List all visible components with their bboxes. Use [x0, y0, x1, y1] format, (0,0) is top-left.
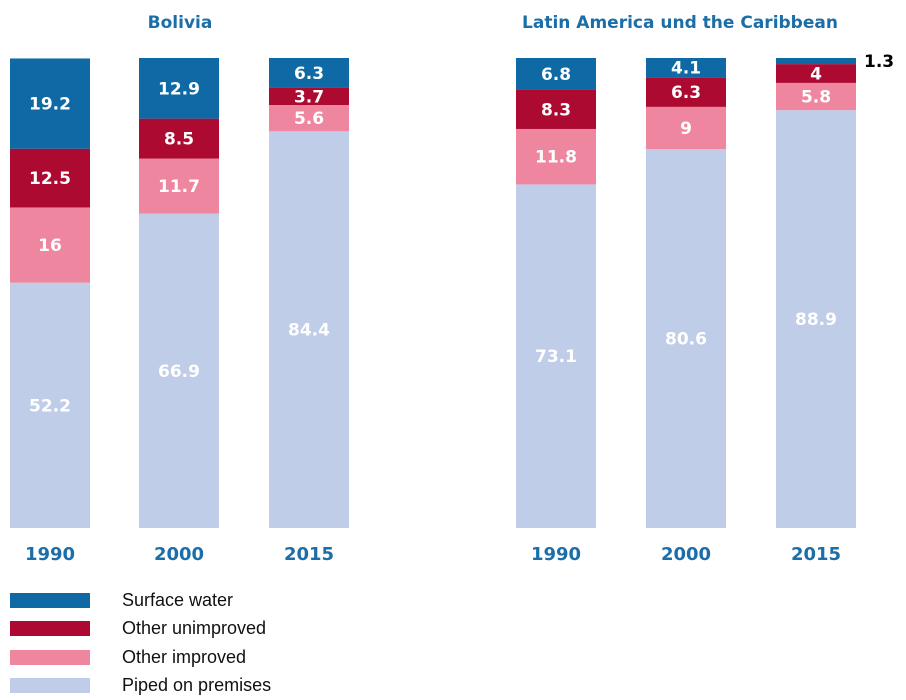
legend-label-surface-water: Surface water — [122, 590, 233, 611]
data-label-latin-america-und-the-caribbean-2000-unimproved: 6.3 — [671, 83, 701, 103]
legend-swatch-other-unimproved — [10, 621, 90, 636]
legend-item-surface-water: Surface water — [10, 586, 271, 615]
bar-segment-latin-america-und-the-caribbean-2015-surface — [776, 58, 856, 64]
legend-label-other-unimproved: Other unimproved — [122, 618, 266, 639]
data-label-latin-america-und-the-caribbean-2015-improved: 5.8 — [801, 88, 831, 108]
category-label-bolivia-2015: 2015 — [284, 544, 334, 565]
data-label-bolivia-2015-improved: 5.6 — [294, 109, 324, 129]
data-label-bolivia-2000-improved: 11.7 — [158, 177, 200, 197]
data-label-bolivia-2015-unimproved: 3.7 — [294, 87, 324, 107]
data-label-bolivia-2000-surface: 12.9 — [158, 79, 200, 99]
data-label-bolivia-2015-piped: 84.4 — [288, 321, 330, 341]
chart-title-latin-america: Latin America und the Caribbean — [522, 13, 838, 33]
data-label-latin-america-und-the-caribbean-1990-piped: 73.1 — [535, 347, 577, 367]
data-label-bolivia-1990-improved: 16 — [38, 236, 62, 256]
legend-swatch-other-improved — [10, 650, 90, 665]
data-label-latin-america-und-the-caribbean-1990-unimproved: 8.3 — [541, 100, 571, 120]
data-label-latin-america-und-the-caribbean-2000-piped: 80.6 — [665, 330, 707, 350]
data-label-latin-america-und-the-caribbean-2015-piped: 88.9 — [795, 310, 837, 330]
data-label-bolivia-1990-unimproved: 12.5 — [29, 169, 71, 189]
data-label-latin-america-und-the-caribbean-2000-surface: 4.1 — [671, 59, 701, 79]
data-label-latin-america-und-the-caribbean-1990-improved: 11.8 — [535, 148, 577, 168]
legend-swatch-piped-on-premises — [10, 678, 90, 693]
category-label-latin-america-und-the-caribbean-2000: 2000 — [661, 544, 711, 565]
category-label-bolivia-2000: 2000 — [154, 544, 204, 565]
data-label-bolivia-2000-piped: 66.9 — [158, 362, 200, 382]
legend-swatch-surface-water — [10, 593, 90, 608]
data-label-bolivia-2000-unimproved: 8.5 — [164, 130, 194, 150]
chart-title-bolivia: Bolivia — [148, 13, 213, 33]
data-label-latin-america-und-the-caribbean-1990-surface: 6.8 — [541, 65, 571, 85]
legend: Surface water Other unimproved Other imp… — [10, 586, 271, 700]
category-label-latin-america-und-the-caribbean-2015: 2015 — [791, 544, 841, 565]
legend-item-other-unimproved: Other unimproved — [10, 615, 271, 644]
category-label-latin-america-und-the-caribbean-1990: 1990 — [531, 544, 581, 565]
data-label-bolivia-2015-surface: 6.3 — [294, 64, 324, 84]
data-label-latin-america-und-the-caribbean-2015-surface: 1.3 — [864, 52, 894, 72]
legend-label-piped-on-premises: Piped on premises — [122, 675, 271, 696]
bar-groups: 52.2 16 12.5 19.2 1990 66.9 11.7 8.5 12.9 2000 84.… — [10, 52, 894, 565]
data-label-latin-america-und-the-caribbean-2015-unimproved: 4 — [810, 65, 822, 85]
data-label-bolivia-1990-surface: 19.2 — [29, 95, 71, 115]
data-label-bolivia-1990-piped: 52.2 — [29, 396, 71, 416]
legend-item-other-improved: Other improved — [10, 643, 271, 672]
legend-label-other-improved: Other improved — [122, 647, 246, 668]
category-label-bolivia-1990: 1990 — [25, 544, 75, 565]
data-label-latin-america-und-the-caribbean-2000-improved: 9 — [680, 119, 692, 139]
